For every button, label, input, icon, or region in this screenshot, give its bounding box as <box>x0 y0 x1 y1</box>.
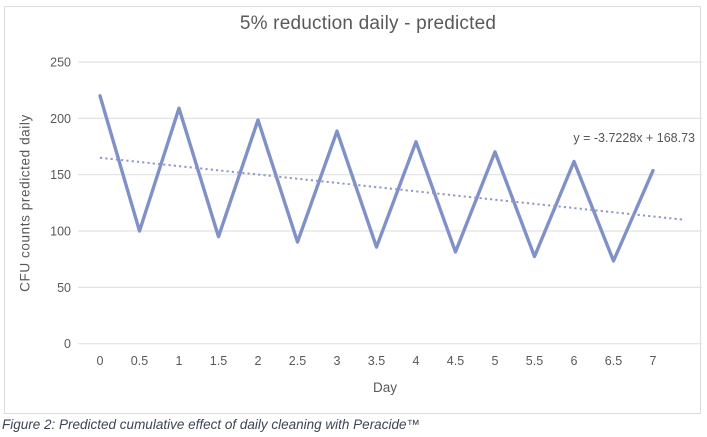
x-axis-title: Day <box>372 380 398 395</box>
y-tick-label: 150 <box>50 168 71 182</box>
chart-title: 5% reduction daily - predicted <box>239 13 497 34</box>
x-tick-label: 3.5 <box>368 354 385 368</box>
y-tick-label: 0 <box>64 337 71 351</box>
x-tick-label: 6 <box>571 354 578 368</box>
y-tick-label: 100 <box>50 225 71 239</box>
x-tick-label: 6.5 <box>605 354 622 368</box>
x-tick-label: 3 <box>334 354 341 368</box>
x-tick-label: 0 <box>97 354 104 368</box>
x-tick-label: 2.5 <box>289 354 306 368</box>
trendline-equation: y = -3.7228x + 168.73 <box>573 131 695 145</box>
x-tick-label: 5.5 <box>526 354 543 368</box>
x-tick-label: 1 <box>176 354 183 368</box>
x-tick-label: 5 <box>492 354 499 368</box>
y-tick-label: 200 <box>50 112 71 126</box>
x-tick-label: 1.5 <box>210 354 227 368</box>
x-tick-label: 0.5 <box>131 354 148 368</box>
y-tick-label: 250 <box>50 56 71 70</box>
y-tick-label: 50 <box>57 281 71 295</box>
x-tick-label: 7 <box>650 354 657 368</box>
x-tick-label: 2 <box>255 354 262 368</box>
trendline <box>99 156 684 221</box>
x-tick-label: 4.5 <box>447 354 464 368</box>
figure-caption: Figure 2: Predicted cumulative effect of… <box>2 417 420 432</box>
y-axis-title: CFU counts predicted daily <box>17 114 33 292</box>
x-tick-label: 4 <box>413 354 420 368</box>
series-line <box>98 94 655 263</box>
